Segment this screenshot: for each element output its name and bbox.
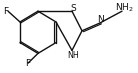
Text: NH$_2$: NH$_2$	[116, 1, 134, 14]
Text: NH: NH	[67, 51, 79, 60]
Text: S: S	[71, 4, 76, 13]
Text: F: F	[3, 7, 8, 16]
Text: N: N	[97, 15, 103, 24]
Text: F: F	[25, 59, 30, 68]
